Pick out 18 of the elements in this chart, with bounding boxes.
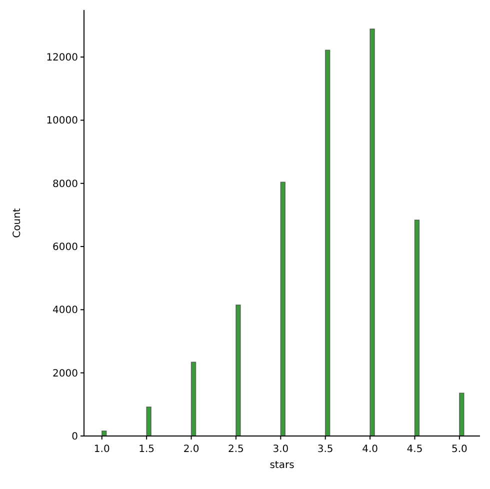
x-axis-title: stars — [270, 460, 294, 471]
y-tick-label: 6000 — [52, 242, 78, 254]
x-tick-label: 2.5 — [228, 444, 244, 455]
x-tick-label: 1.0 — [94, 444, 110, 455]
x-tick-label: 3.0 — [272, 444, 289, 455]
x-tick-label: 2.0 — [183, 444, 200, 455]
y-tick-label: 0 — [72, 432, 78, 442]
y-tick-label: 12000 — [46, 52, 78, 64]
x-tick-label: 4.5 — [406, 444, 423, 455]
x-tick-label: 3.5 — [317, 444, 334, 455]
x-tick-label: 5.0 — [451, 444, 468, 455]
y-tick-label: 8000 — [52, 178, 78, 190]
y-tick-label: 4000 — [52, 305, 78, 316]
y-axis-title: Count — [12, 208, 23, 238]
x-tick-label: 4.0 — [362, 444, 378, 455]
x-tick-label: 1.5 — [138, 444, 155, 455]
y-tick-label: 10000 — [46, 116, 78, 127]
y-tick-label: 2000 — [52, 368, 78, 380]
